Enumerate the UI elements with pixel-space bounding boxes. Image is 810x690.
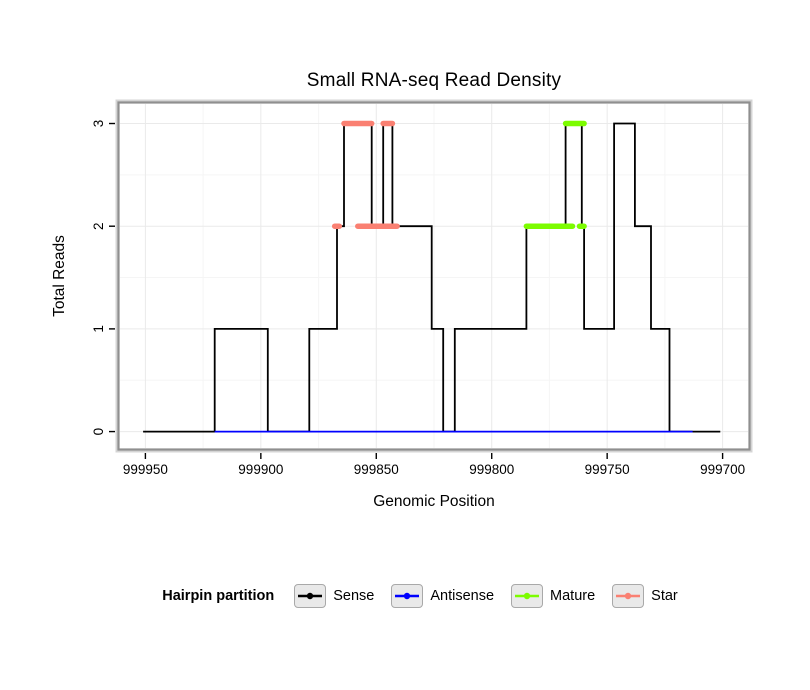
x-tick-label: 999950 (123, 462, 168, 477)
sense-line (143, 122, 721, 433)
y-tick-label: 2 (91, 222, 106, 230)
chart-title: Small RNA-seq Read Density (306, 70, 562, 91)
panel-frame-outer (115, 99, 753, 453)
legend-title: Hairpin partition (162, 588, 275, 604)
y-tick-label: 3 (91, 120, 106, 128)
y-tick-label: 1 (91, 325, 106, 333)
legend-key-antisense-icon (391, 584, 424, 608)
legend-label-sense: Sense (333, 588, 375, 604)
legend-key-star-icon (612, 584, 645, 608)
x-tick-label: 999750 (585, 462, 630, 477)
legend: Hairpin partition Sense Antisense Mature St… (90, 584, 750, 608)
legend-items: Sense Antisense Mature Star (294, 584, 678, 608)
x-axis-title: Genomic Position (373, 493, 495, 510)
panel-frame (117, 101, 751, 451)
y-axis-title: Total Reads (51, 235, 68, 317)
x-tick-label: 999700 (700, 462, 745, 477)
x-tick-label: 999800 (469, 462, 514, 477)
x-tick-label: 999850 (354, 462, 399, 477)
x-tick-label: 999900 (238, 462, 283, 477)
legend-label-antisense: Antisense (430, 588, 495, 604)
legend-item-star: Star (612, 584, 678, 608)
legend-label-mature: Mature (550, 588, 596, 604)
y-tick-label: 0 (91, 428, 106, 436)
legend-item-mature: Mature (511, 584, 595, 608)
legend-label-star: Star (651, 588, 678, 604)
legend-item-antisense: Antisense (391, 584, 494, 608)
legend-item-sense: Sense (294, 584, 374, 608)
legend-key-sense-icon (294, 584, 327, 608)
legend-key-mature-icon (511, 584, 544, 608)
